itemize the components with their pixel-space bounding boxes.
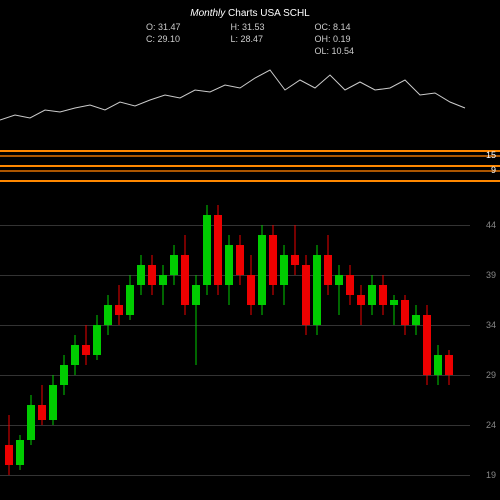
- candle-body: [159, 275, 167, 285]
- candle-body: [346, 275, 354, 295]
- title-suffix: Charts USA SCHL: [228, 8, 310, 19]
- candle-body: [225, 245, 233, 285]
- candle-body: [192, 285, 200, 305]
- candle-body: [126, 285, 134, 315]
- y-axis-label: 29: [486, 370, 496, 380]
- candle-body: [203, 215, 211, 285]
- candle-body: [368, 285, 376, 305]
- gridline: [0, 475, 470, 476]
- stat-ol: OL: 10.54: [315, 46, 355, 56]
- gridline: [0, 225, 470, 226]
- gridline: [0, 325, 470, 326]
- candle-body: [38, 405, 46, 420]
- candle-body: [401, 300, 409, 325]
- candle-body: [170, 255, 178, 275]
- candle-body: [357, 295, 365, 305]
- candle-body: [324, 255, 332, 285]
- candle-wick: [295, 225, 296, 275]
- stat-oh: OH: 0.19: [315, 34, 355, 44]
- title-text: Monthly: [190, 8, 225, 19]
- candle-body: [445, 355, 453, 375]
- candle-wick: [163, 265, 164, 305]
- y-axis-label: 39: [486, 270, 496, 280]
- candle-body: [280, 255, 288, 285]
- band-label: 15: [486, 150, 496, 160]
- candle-body: [71, 345, 79, 365]
- candle-body: [236, 245, 244, 275]
- candle-body: [181, 255, 189, 305]
- candle-body: [335, 275, 343, 285]
- indicator-line: [0, 70, 465, 120]
- band-line: [0, 150, 500, 152]
- candle-body: [434, 355, 442, 375]
- stat-close: C: 29.10: [146, 34, 181, 44]
- candle-wick: [361, 285, 362, 325]
- stats-row: O: 31.47 C: 29.10 H: 31.53 L: 28.47 OC: …: [0, 22, 500, 56]
- candle-body: [291, 255, 299, 265]
- candle-body: [412, 315, 420, 325]
- candle-body: [115, 305, 123, 315]
- stat-oc: OC: 8.14: [315, 22, 355, 32]
- candle-body: [379, 285, 387, 305]
- stats-col-3: OC: 8.14 OH: 0.19 OL: 10.54: [315, 22, 355, 56]
- stat-open: O: 31.47: [146, 22, 181, 32]
- chart-header: Monthly Charts USA SCHL: [0, 8, 500, 19]
- candle-body: [148, 265, 156, 285]
- candle-body: [269, 235, 277, 285]
- y-axis-label: 19: [486, 470, 496, 480]
- y-axis-label: 24: [486, 420, 496, 430]
- band-line: [0, 165, 500, 167]
- candle-body: [214, 215, 222, 285]
- y-axis-label: 44: [486, 220, 496, 230]
- candle-body: [247, 275, 255, 305]
- stat-low: L: 28.47: [230, 34, 264, 44]
- candle-body: [49, 385, 57, 420]
- candle-body: [137, 265, 145, 285]
- candle-body: [82, 345, 90, 355]
- candle-body: [302, 265, 310, 325]
- candle-wick: [339, 265, 340, 315]
- candle-body: [16, 440, 24, 465]
- band-line: [0, 180, 500, 182]
- candle-body: [313, 255, 321, 325]
- stat-high: H: 31.53: [230, 22, 264, 32]
- band-label: 9: [491, 165, 496, 175]
- candle-body: [258, 235, 266, 305]
- gridline: [0, 275, 470, 276]
- candle-body: [390, 300, 398, 305]
- band-line: [0, 155, 500, 157]
- indicator-line-chart: [0, 60, 470, 140]
- candle-body: [104, 305, 112, 325]
- stats-col-1: O: 31.47 C: 29.10: [146, 22, 181, 56]
- candle-body: [423, 315, 431, 375]
- band-line: [0, 170, 500, 172]
- y-axis-label: 34: [486, 320, 496, 330]
- candle-body: [93, 325, 101, 355]
- candle-body: [27, 405, 35, 440]
- gridline: [0, 375, 470, 376]
- candle-body: [60, 365, 68, 385]
- gridline: [0, 425, 470, 426]
- stats-col-2: H: 31.53 L: 28.47: [230, 22, 264, 56]
- candle-body: [5, 445, 13, 465]
